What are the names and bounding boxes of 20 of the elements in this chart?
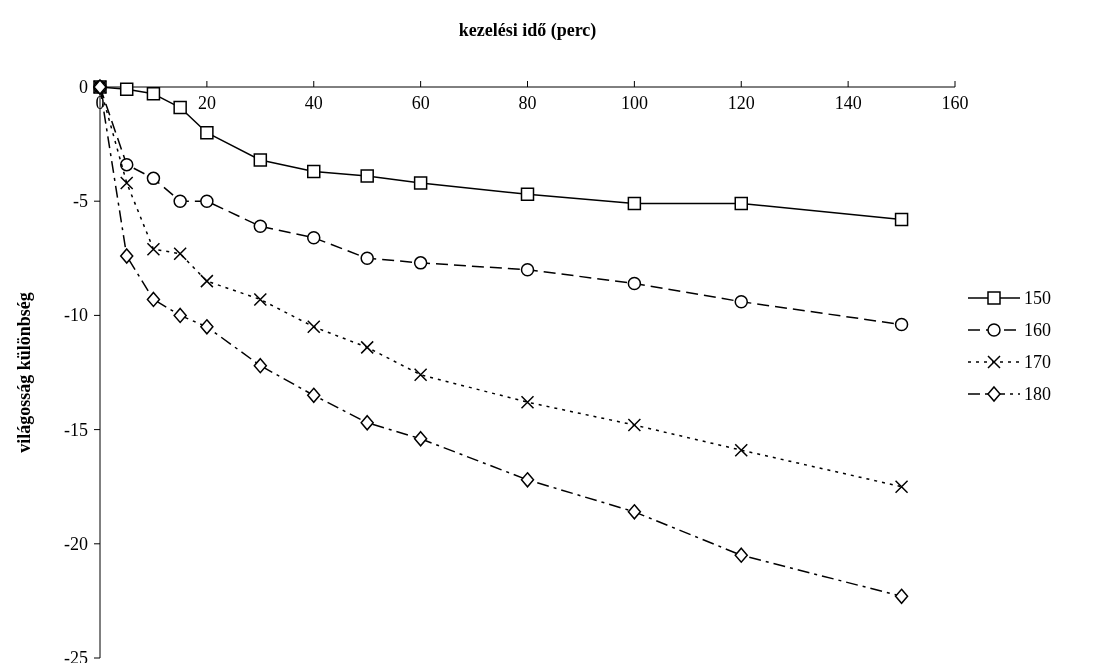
legend-label: 170: [1024, 352, 1051, 372]
y-axis-title: világosság különbség: [14, 292, 34, 453]
x-tick-label: 60: [411, 93, 430, 113]
x-axis-title: kezelési idő (perc): [458, 20, 597, 41]
legend-label: 150: [1024, 288, 1051, 308]
x-tick-label: 0: [95, 93, 105, 113]
y-tick-label: -5: [73, 191, 88, 212]
y-tick-label: -20: [64, 533, 88, 554]
x-tick-label: 160: [941, 93, 969, 113]
x-tick-label: 40: [304, 93, 323, 113]
y-tick-label: 0: [79, 77, 88, 97]
x-tick-label: 80: [518, 93, 537, 113]
x-tick-label: 20: [197, 93, 216, 113]
x-tick-label: 140: [834, 93, 862, 113]
y-tick-label: -15: [64, 419, 88, 440]
x-tick-label: 120: [727, 93, 755, 113]
x-tick-label: 100: [620, 93, 648, 113]
legend-label: 180: [1024, 384, 1051, 404]
y-tick-label: -10: [64, 305, 88, 326]
legend-label: 160: [1024, 320, 1051, 340]
